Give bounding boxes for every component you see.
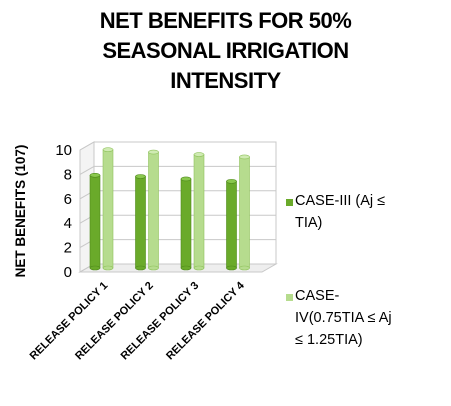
legend-item-case-iv: CASE- IV(0.75TIA ≤ Aj ≤ 1.25TIA): [286, 285, 445, 351]
x-tick-label: RELEASE POLICY 3: [119, 280, 202, 363]
bar-cap: [89, 172, 101, 178]
bar-cap: [148, 149, 159, 155]
chart-title-line-1: NET BENEFITS FOR 50%: [99, 8, 352, 33]
bar-cap: [102, 147, 114, 152]
x-tick-label: RELEASE POLICY 4: [164, 279, 247, 362]
legend-label-case-iii-line-1: CASE-III (Aj ≤: [295, 193, 386, 209]
bar: [193, 154, 205, 269]
legend-item-case-iii: CASE-III (Aj ≤ TIA): [286, 190, 445, 234]
y-tick-label: 8: [64, 166, 72, 183]
bar-base: [239, 265, 250, 271]
gridline-diagonal: [79, 165, 95, 175]
bar-base: [102, 265, 114, 271]
legend-label-case-iv-line-1: CASE-: [295, 288, 340, 304]
chart-title-line-3: INTENSITY: [170, 68, 281, 93]
gridline-diagonal: [79, 141, 95, 151]
bar-base: [193, 265, 205, 271]
bar-base: [135, 265, 146, 271]
legend-label-case-iv-line-2: IV(0.75TIA ≤ Aj: [295, 310, 392, 326]
chart-title: NET BENEFITS FOR 50% SEASONAL IRRIGATION…: [0, 6, 451, 96]
bar: [180, 178, 192, 269]
legend-swatch-case-iii: [286, 199, 293, 206]
bar-cap: [226, 179, 237, 184]
x-tick-label: RELEASE POLICY 2: [73, 280, 156, 363]
chart-title-line-2: SEASONAL IRRIGATION: [102, 38, 349, 63]
legend-label-case-iii-line-2: TIA): [295, 215, 323, 231]
y-tick-label: 4: [64, 215, 72, 232]
bar-cap: [135, 174, 146, 179]
bar-cap: [180, 176, 192, 182]
legend-swatch-case-iv: [286, 294, 293, 301]
x-tick-label: RELEASE POLICY 1: [28, 280, 111, 363]
y-axis-title: NET BENEFITS (107): [13, 145, 28, 278]
bar: [148, 151, 159, 269]
bar: [135, 176, 146, 269]
y-tick-label: 10: [55, 142, 72, 159]
bar-base: [89, 265, 101, 271]
bar: [89, 174, 101, 269]
bar-cap: [193, 152, 205, 157]
bar-cap: [239, 154, 250, 160]
y-tick-label: 6: [64, 191, 72, 208]
y-tick-label: 0: [64, 264, 72, 281]
bar: [226, 181, 237, 269]
y-tick-label: 2: [64, 240, 72, 257]
legend-label-case-iv-line-3: ≤ 1.25TIA): [295, 332, 363, 348]
bar: [239, 156, 250, 269]
bar-base: [148, 265, 159, 271]
bar: [102, 149, 114, 269]
bar-base: [180, 265, 192, 271]
bar-base: [226, 265, 237, 271]
